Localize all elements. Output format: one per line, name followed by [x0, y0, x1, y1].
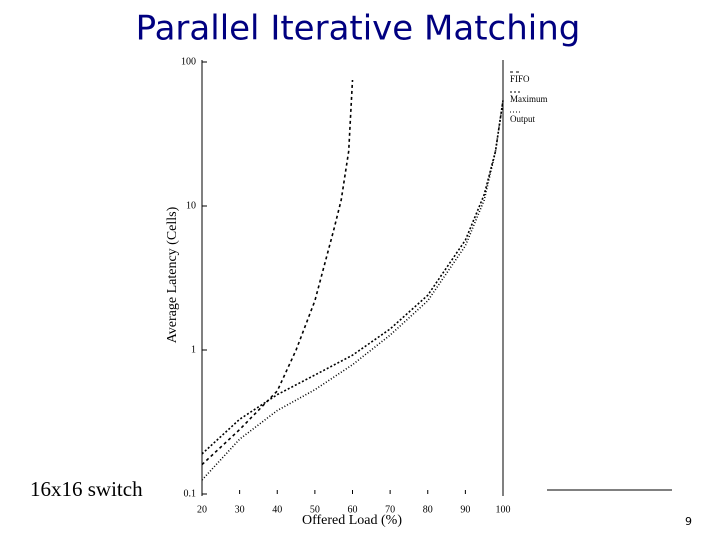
y-tick-label: 100	[181, 56, 196, 67]
x-tick-label: 60	[348, 504, 358, 515]
caption: 16x16 switch	[30, 477, 143, 501]
x-tick-label: 20	[197, 504, 207, 515]
x-tick-label: 30	[235, 504, 245, 515]
slide-title: Parallel Iterative Matching	[136, 9, 581, 49]
y-tick-label: 1	[191, 344, 196, 355]
legend-label: FIFO	[510, 74, 530, 84]
series-line	[201, 100, 504, 455]
y-tick-label: 10	[186, 200, 196, 211]
page-number: 9	[685, 515, 692, 528]
x-tick-label: 80	[423, 504, 433, 515]
x-tick-label: 70	[385, 504, 395, 515]
x-tick-label: 90	[460, 504, 470, 515]
legend-label: Maximum	[510, 94, 548, 104]
x-tick-label: 40	[272, 504, 282, 515]
x-tick-label: 100	[496, 504, 511, 515]
x-tick-label: 50	[310, 504, 320, 515]
series-line	[201, 100, 504, 481]
x-axis-label: Offered Load (%)	[302, 513, 402, 528]
series-line	[201, 79, 354, 466]
y-tick-label: 0.1	[184, 488, 197, 499]
legend-label: Output	[510, 114, 536, 124]
y-axis-label: Average Latency (Cells)	[165, 206, 180, 343]
